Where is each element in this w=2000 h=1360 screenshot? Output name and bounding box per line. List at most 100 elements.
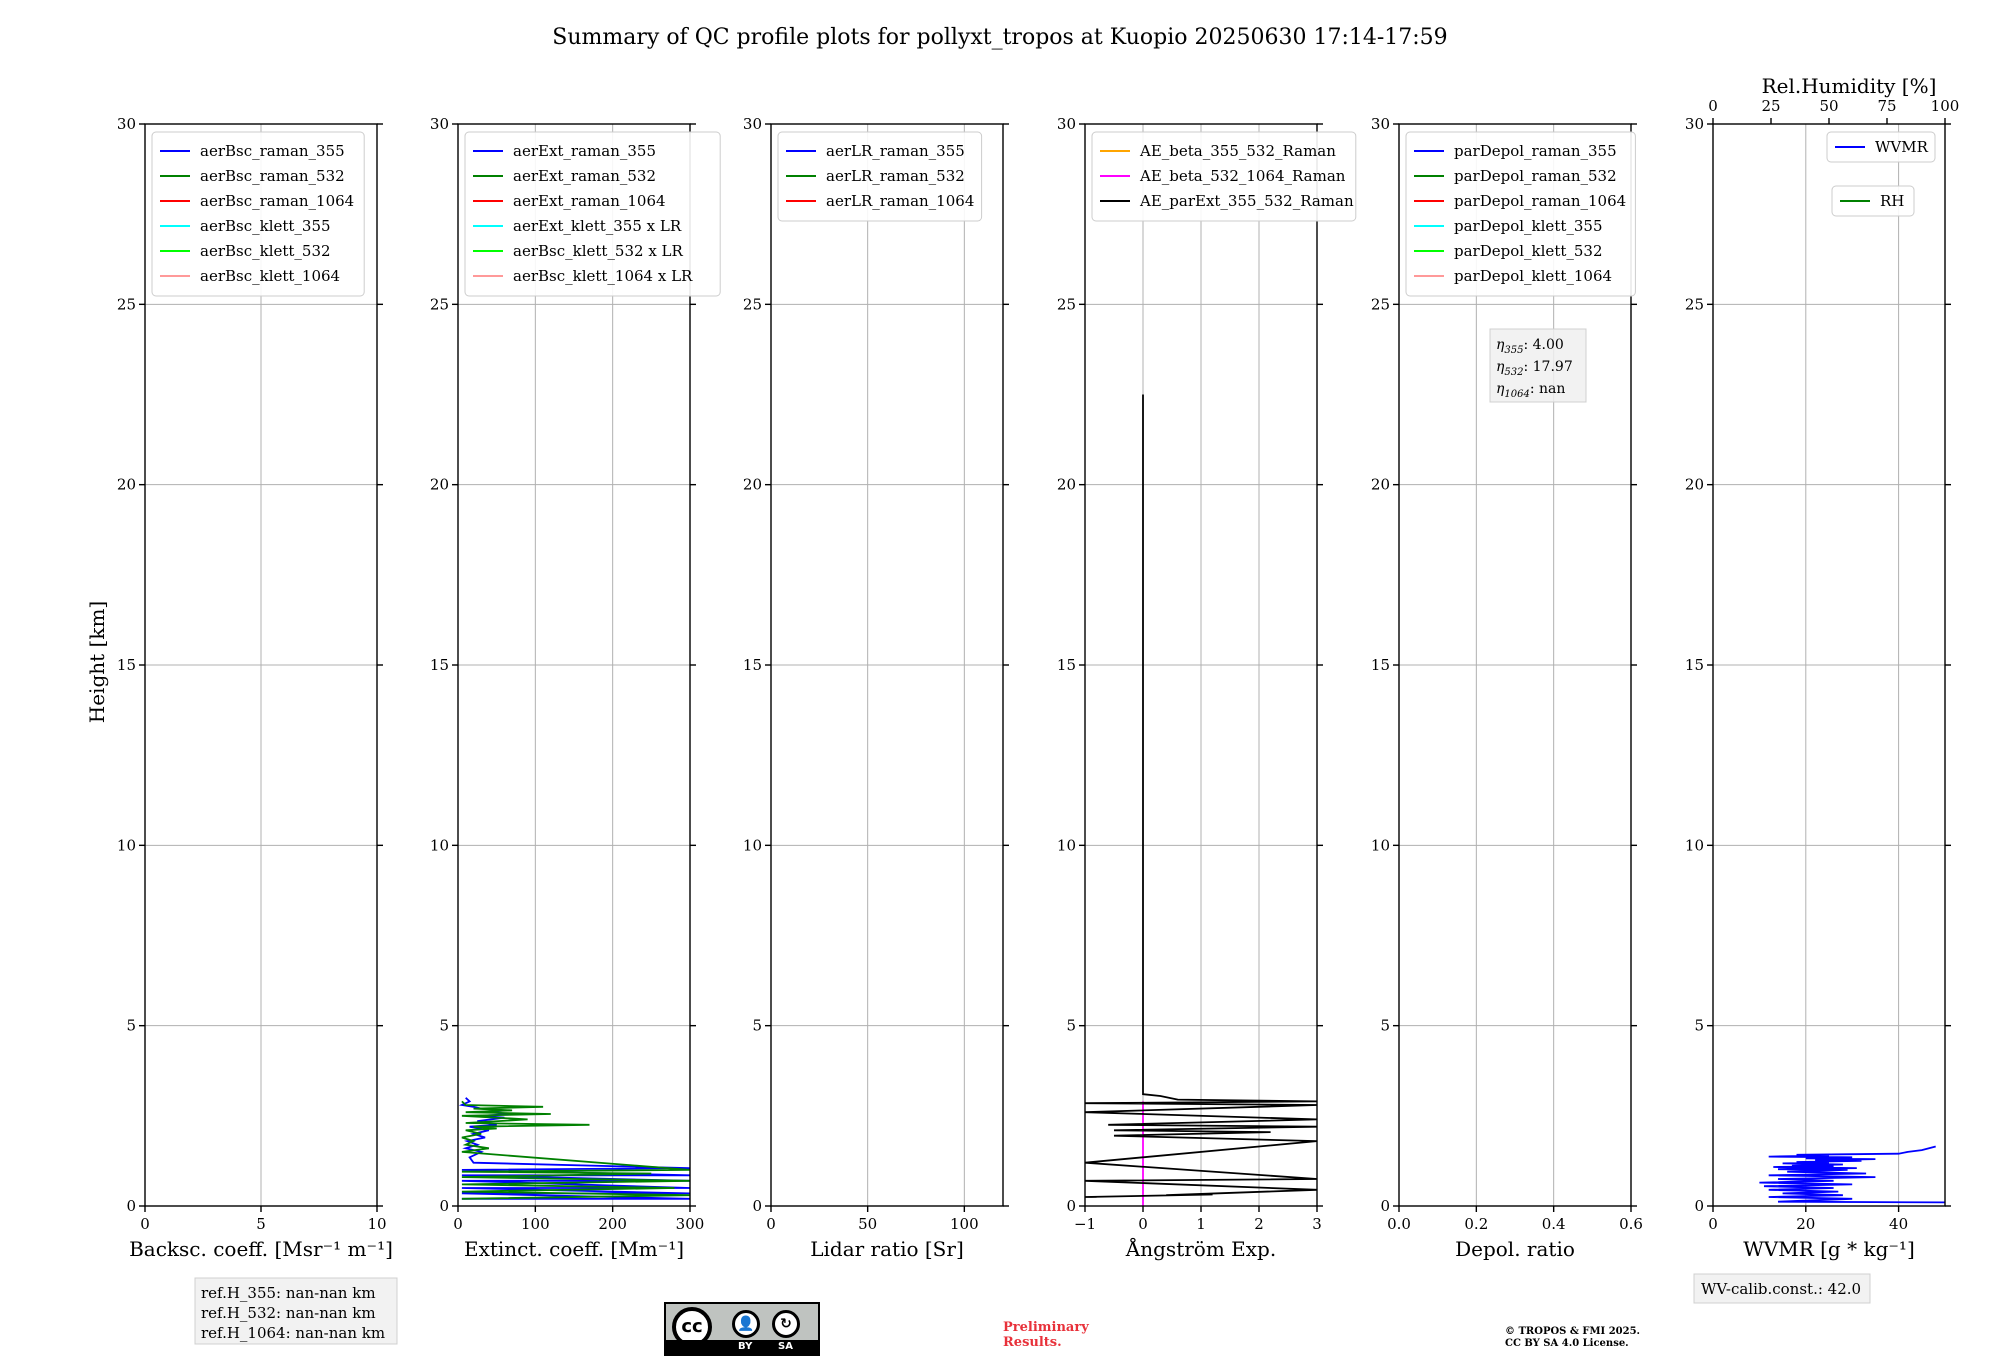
ytick-label-lr-0: 0 — [752, 1197, 762, 1215]
svg-text:η355: 4.00: η355: 4.00 — [1496, 337, 1564, 356]
xtick-label-depol-2: 0.4 — [1542, 1215, 1566, 1233]
top-xtick-label-2: 50 — [1819, 97, 1838, 115]
share-alike-icon: ↻ — [772, 1310, 800, 1338]
ytick-label-ext-0: 0 — [439, 1197, 449, 1215]
legend-label-aerExt_klett_355 x LR: aerExt_klett_355 x LR — [513, 217, 682, 235]
legend-box-ae — [1091, 131, 1357, 222]
legend-label-aerLR_raman_532: aerLR_raman_532 — [826, 167, 965, 185]
ytick-label-depol-4: 20 — [1371, 476, 1390, 494]
xtick-label-ae-2: 1 — [1196, 1215, 1206, 1233]
ytick-label-bsc-6: 30 — [117, 115, 136, 133]
legend-label-aerBsc_klett_532: aerBsc_klett_532 — [200, 242, 331, 260]
figure-title: Summary of QC profile plots for pollyxt_… — [552, 25, 1447, 50]
legend-label-RH: RH — [1880, 192, 1904, 210]
svg-text:η1064: nan: η1064: nan — [1496, 381, 1565, 400]
xtick-label-wv-1: 20 — [1796, 1215, 1815, 1233]
eta-1064-value: : nan — [1530, 381, 1566, 397]
ytick-label-ext-4: 20 — [430, 476, 449, 494]
cc-sa-label: SA — [778, 1341, 793, 1352]
legend-label-AE_beta_355_532_Raman: AE_beta_355_532_Raman — [1139, 142, 1336, 160]
eta-1064-symbol: η — [1496, 381, 1505, 397]
ytick-label-lr-6: 30 — [743, 115, 762, 133]
panel-lr: 0 5 10 15 20 25 30 0 50 100 Lidar ratio [Sr] aerLR_… — [743, 115, 1009, 1261]
legend-label-AE_parExt_355_532_Raman: AE_parExt_355_532_Raman — [1139, 192, 1354, 210]
copyright-note: © TROPOS & FMI 2025. CC BY SA 4.0 Licens… — [1505, 1326, 1641, 1349]
xtick-label-ext-3: 300 — [676, 1215, 705, 1233]
legend-label-parDepol_klett_532: parDepol_klett_532 — [1454, 242, 1603, 260]
xtick-label-ae-1: 0 — [1138, 1215, 1148, 1233]
eta-532-sub: 532 — [1504, 367, 1523, 378]
ref-height-1064: ref.H_1064: nan-nan km — [201, 1324, 385, 1342]
attribution-icon: 👤 — [732, 1310, 760, 1338]
legend-box-depol — [1405, 131, 1636, 297]
eta-355-sub: 355 — [1504, 345, 1523, 356]
ytick-label-lr-1: 5 — [752, 1017, 762, 1035]
legend-label-parDepol_raman_532: parDepol_raman_532 — [1454, 167, 1617, 185]
legend-label-aerBsc_klett_1064 x LR: aerBsc_klett_1064 x LR — [513, 267, 693, 285]
ytick-label-ext-3: 15 — [430, 656, 449, 674]
xtick-label-ext-1: 100 — [521, 1215, 550, 1233]
legend-label-aerExt_raman_355: aerExt_raman_355 — [513, 142, 656, 160]
xlabel-bsc: Backsc. coeff. [Msr⁻¹ m⁻¹] — [129, 1237, 393, 1261]
cc-license-badge: cc 👤 ↻ BY SA — [664, 1302, 820, 1356]
xtick-label-depol-3: 0.6 — [1619, 1215, 1643, 1233]
xlabel-depol: Depol. ratio — [1455, 1237, 1575, 1261]
series-AE_parExt_355_532_Raman — [1085, 394, 1317, 1198]
xtick-label-ae-3: 2 — [1254, 1215, 1264, 1233]
ytick-label-ae-2: 10 — [1057, 836, 1076, 854]
legend-label-aerLR_raman_355: aerLR_raman_355 — [826, 142, 965, 160]
legend-label-aerBsc_raman_355: aerBsc_raman_355 — [200, 142, 345, 160]
ytick-label-depol-2: 10 — [1371, 836, 1390, 854]
ytick-label-wv-6: 30 — [1685, 115, 1704, 133]
panel-depol: 0 5 10 15 20 25 30 0.0 0.2 0.4 0.6 Depol. ratio parD… — [1371, 115, 1643, 1261]
ytick-label-wv-2: 10 — [1685, 836, 1704, 854]
wv-calib-text: WV-calib.const.: 42.0 — [1701, 1280, 1861, 1298]
xtick-label-bsc-0: 0 — [140, 1215, 150, 1233]
top-xtick-label-0: 0 — [1708, 97, 1718, 115]
xlabel-ae: Ångström Exp. — [1125, 1236, 1276, 1261]
cc-badge-bar — [666, 1340, 818, 1354]
legend-box-bsc — [151, 131, 365, 297]
cc-by-label: BY — [738, 1341, 753, 1352]
ytick-label-ae-3: 15 — [1057, 656, 1076, 674]
series-aerExt_raman_532 — [461, 1100, 690, 1200]
legend-label-WVMR: WVMR — [1875, 138, 1929, 156]
ytick-label-depol-1: 5 — [1380, 1017, 1390, 1035]
ytick-label-ext-2: 10 — [430, 836, 449, 854]
ytick-label-bsc-3: 15 — [117, 656, 136, 674]
preliminary-results-note: Preliminary Results. — [1003, 1320, 1089, 1350]
top-xlabel-rh: Rel.Humidity [%] — [1762, 74, 1937, 98]
ytick-label-depol-3: 15 — [1371, 656, 1390, 674]
svg-text:η532: 17.97: η532: 17.97 — [1496, 359, 1573, 378]
xtick-label-wv-0: 0 — [1708, 1215, 1718, 1233]
y-axis-label: Height [km] — [85, 601, 109, 723]
ytick-label-bsc-5: 25 — [117, 295, 136, 313]
ytick-label-wv-3: 15 — [1685, 656, 1704, 674]
ytick-label-depol-5: 25 — [1371, 295, 1390, 313]
legend-label-parDepol_klett_355: parDepol_klett_355 — [1454, 217, 1603, 235]
series-WVMR — [1759, 1145, 1945, 1204]
xtick-label-lr-0: 0 — [766, 1215, 776, 1233]
eta-355-value: : 4.00 — [1523, 337, 1563, 353]
wv-calib-box: WV-calib.const.: 42.0 — [1693, 1273, 1871, 1304]
ytick-label-lr-3: 15 — [743, 656, 762, 674]
xtick-label-depol-0: 0.0 — [1387, 1215, 1411, 1233]
xlabel-wv: WVMR [g * kg⁻¹] — [1743, 1237, 1915, 1261]
eta-1064-sub: 1064 — [1504, 389, 1529, 400]
xtick-label-bsc-1: 5 — [256, 1215, 266, 1233]
legend-label-parDepol_raman_355: parDepol_raman_355 — [1454, 142, 1617, 160]
legend-box-wv-0 — [1826, 131, 1936, 163]
legend-label-aerLR_raman_1064: aerLR_raman_1064 — [826, 192, 974, 210]
legend-label-aerBsc_klett_1064: aerBsc_klett_1064 — [200, 267, 340, 285]
ytick-label-wv-1: 5 — [1694, 1017, 1704, 1035]
ytick-label-depol-6: 30 — [1371, 115, 1390, 133]
legend-box-lr — [777, 131, 983, 222]
ytick-label-ext-1: 5 — [439, 1017, 449, 1035]
xtick-label-depol-1: 0.2 — [1464, 1215, 1488, 1233]
ytick-label-bsc-4: 20 — [117, 476, 136, 494]
eta-532-symbol: η — [1496, 359, 1505, 375]
legend-label-aerBsc_klett_532 x LR: aerBsc_klett_532 x LR — [513, 242, 684, 260]
